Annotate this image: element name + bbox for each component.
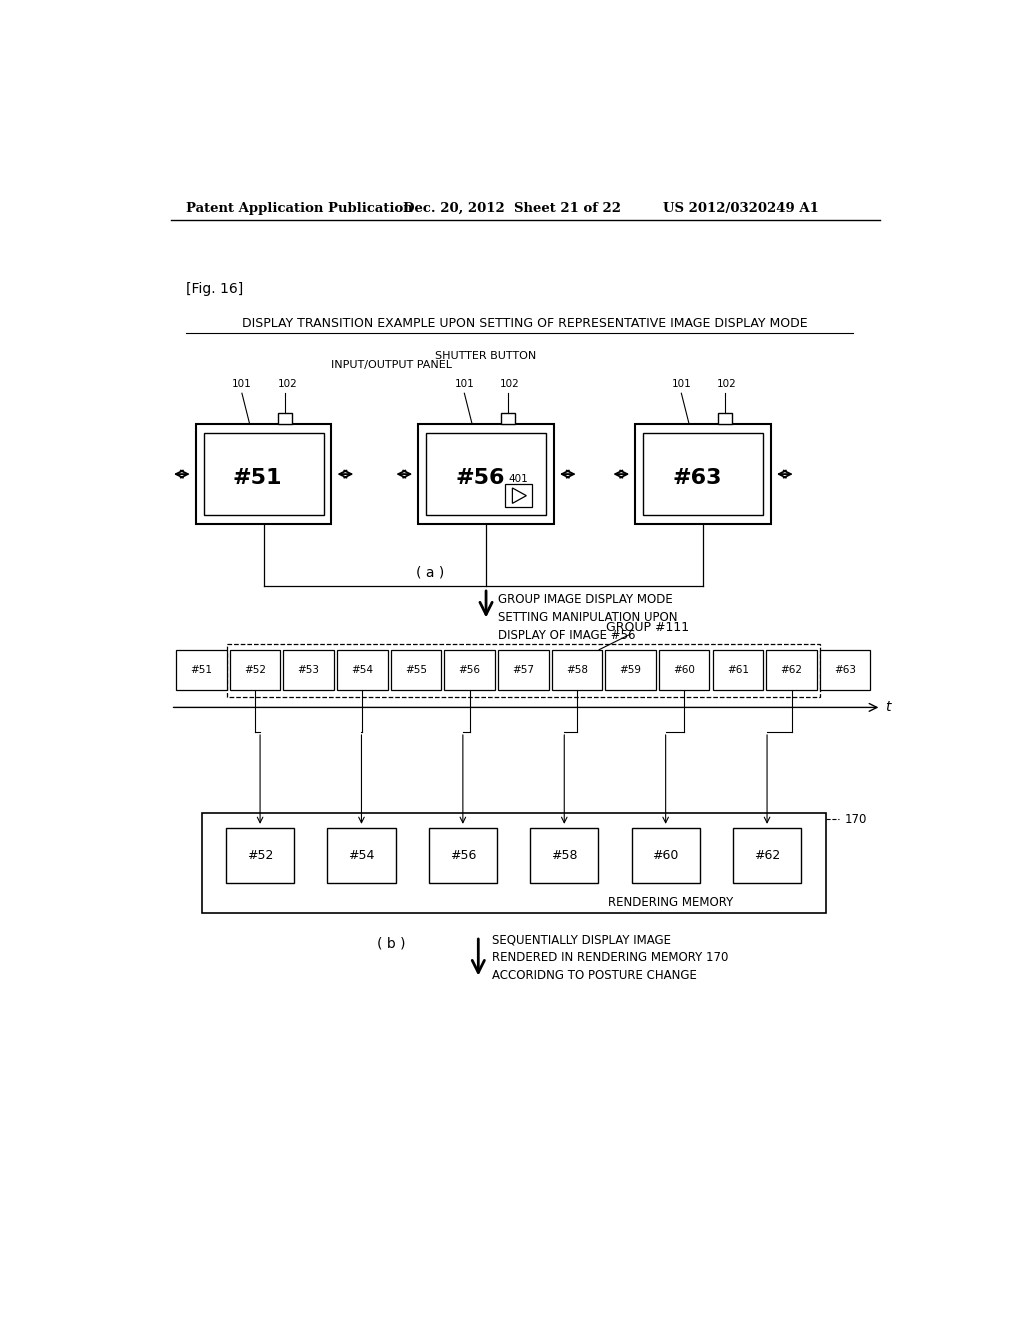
Text: #57: #57 [512, 665, 535, 676]
Bar [176, 651, 226, 690]
Text: 170: 170 [845, 813, 867, 825]
Bar [733, 828, 801, 883]
Polygon shape [512, 488, 526, 503]
Text: #52: #52 [244, 665, 266, 676]
Text: GROUP #111: GROUP #111 [605, 622, 689, 635]
Text: #62: #62 [754, 849, 780, 862]
Bar [391, 651, 441, 690]
Bar [284, 651, 334, 690]
Text: #54: #54 [348, 849, 375, 862]
Text: #61: #61 [727, 665, 749, 676]
Bar [632, 828, 699, 883]
Text: 102: 102 [278, 379, 298, 389]
Text: #63: #63 [835, 665, 856, 676]
Text: #55: #55 [404, 665, 427, 676]
Bar [530, 828, 598, 883]
Text: 102: 102 [500, 379, 520, 389]
Bar [426, 433, 546, 515]
Bar [635, 424, 771, 524]
Text: INPUT/OUTPUT PANEL: INPUT/OUTPUT PANEL [331, 360, 452, 370]
Text: 101: 101 [672, 379, 691, 389]
Text: SHUTTER BUTTON: SHUTTER BUTTON [435, 351, 537, 360]
Bar [766, 651, 817, 690]
Bar [204, 433, 324, 515]
Bar [337, 651, 387, 690]
Text: [Fig. 16]: [Fig. 16] [186, 282, 244, 296]
Bar [444, 651, 495, 690]
Text: 101: 101 [232, 379, 252, 389]
Bar [328, 828, 395, 883]
Bar [418, 424, 554, 524]
Bar [505, 484, 532, 507]
Text: #51: #51 [190, 665, 212, 676]
Text: #53: #53 [298, 665, 319, 676]
Bar [202, 813, 825, 913]
Bar [820, 651, 870, 690]
Text: #60: #60 [652, 849, 679, 862]
Text: #63: #63 [672, 469, 722, 488]
Text: ( b ): ( b ) [377, 937, 406, 950]
Bar [552, 651, 602, 690]
Bar [226, 644, 820, 697]
Text: Dec. 20, 2012  Sheet 21 of 22: Dec. 20, 2012 Sheet 21 of 22 [403, 202, 622, 215]
Bar [498, 651, 549, 690]
Bar [196, 424, 332, 524]
Bar [429, 828, 497, 883]
Text: #60: #60 [673, 665, 695, 676]
Bar [658, 651, 710, 690]
Bar [226, 828, 294, 883]
Text: #59: #59 [620, 665, 642, 676]
Text: #52: #52 [247, 849, 273, 862]
Bar [718, 413, 732, 424]
Text: 102: 102 [717, 379, 737, 389]
Text: t: t [885, 701, 891, 714]
Text: 401: 401 [509, 474, 528, 483]
Bar [605, 651, 655, 690]
Text: 101: 101 [455, 379, 474, 389]
Text: #56: #56 [459, 665, 480, 676]
Text: RENDERING MEMORY: RENDERING MEMORY [608, 896, 733, 908]
Text: #51: #51 [232, 469, 283, 488]
Text: #58: #58 [551, 849, 578, 862]
Text: DISPLAY TRANSITION EXAMPLE UPON SETTING OF REPRESENTATIVE IMAGE DISPLAY MODE: DISPLAY TRANSITION EXAMPLE UPON SETTING … [242, 317, 808, 330]
Text: #58: #58 [566, 665, 588, 676]
Text: #54: #54 [351, 665, 374, 676]
Bar [279, 413, 292, 424]
Bar [713, 651, 763, 690]
Text: US 2012/0320249 A1: US 2012/0320249 A1 [663, 202, 818, 215]
Text: #62: #62 [780, 665, 803, 676]
Bar [643, 433, 763, 515]
Text: GROUP IMAGE DISPLAY MODE
SETTING MANIPULATION UPON
DISPLAY OF IMAGE #56: GROUP IMAGE DISPLAY MODE SETTING MANIPUL… [499, 594, 678, 643]
Text: SEQUENTIALLY DISPLAY IMAGE
RENDERED IN RENDERING MEMORY 170
ACCORIDNG TO POSTURE: SEQUENTIALLY DISPLAY IMAGE RENDERED IN R… [493, 933, 729, 982]
Text: Patent Application Publication: Patent Application Publication [186, 202, 413, 215]
Bar [229, 651, 281, 690]
Bar [501, 413, 515, 424]
Text: ( a ): ( a ) [416, 565, 444, 579]
Text: #56: #56 [450, 849, 476, 862]
Text: #56: #56 [455, 469, 505, 488]
